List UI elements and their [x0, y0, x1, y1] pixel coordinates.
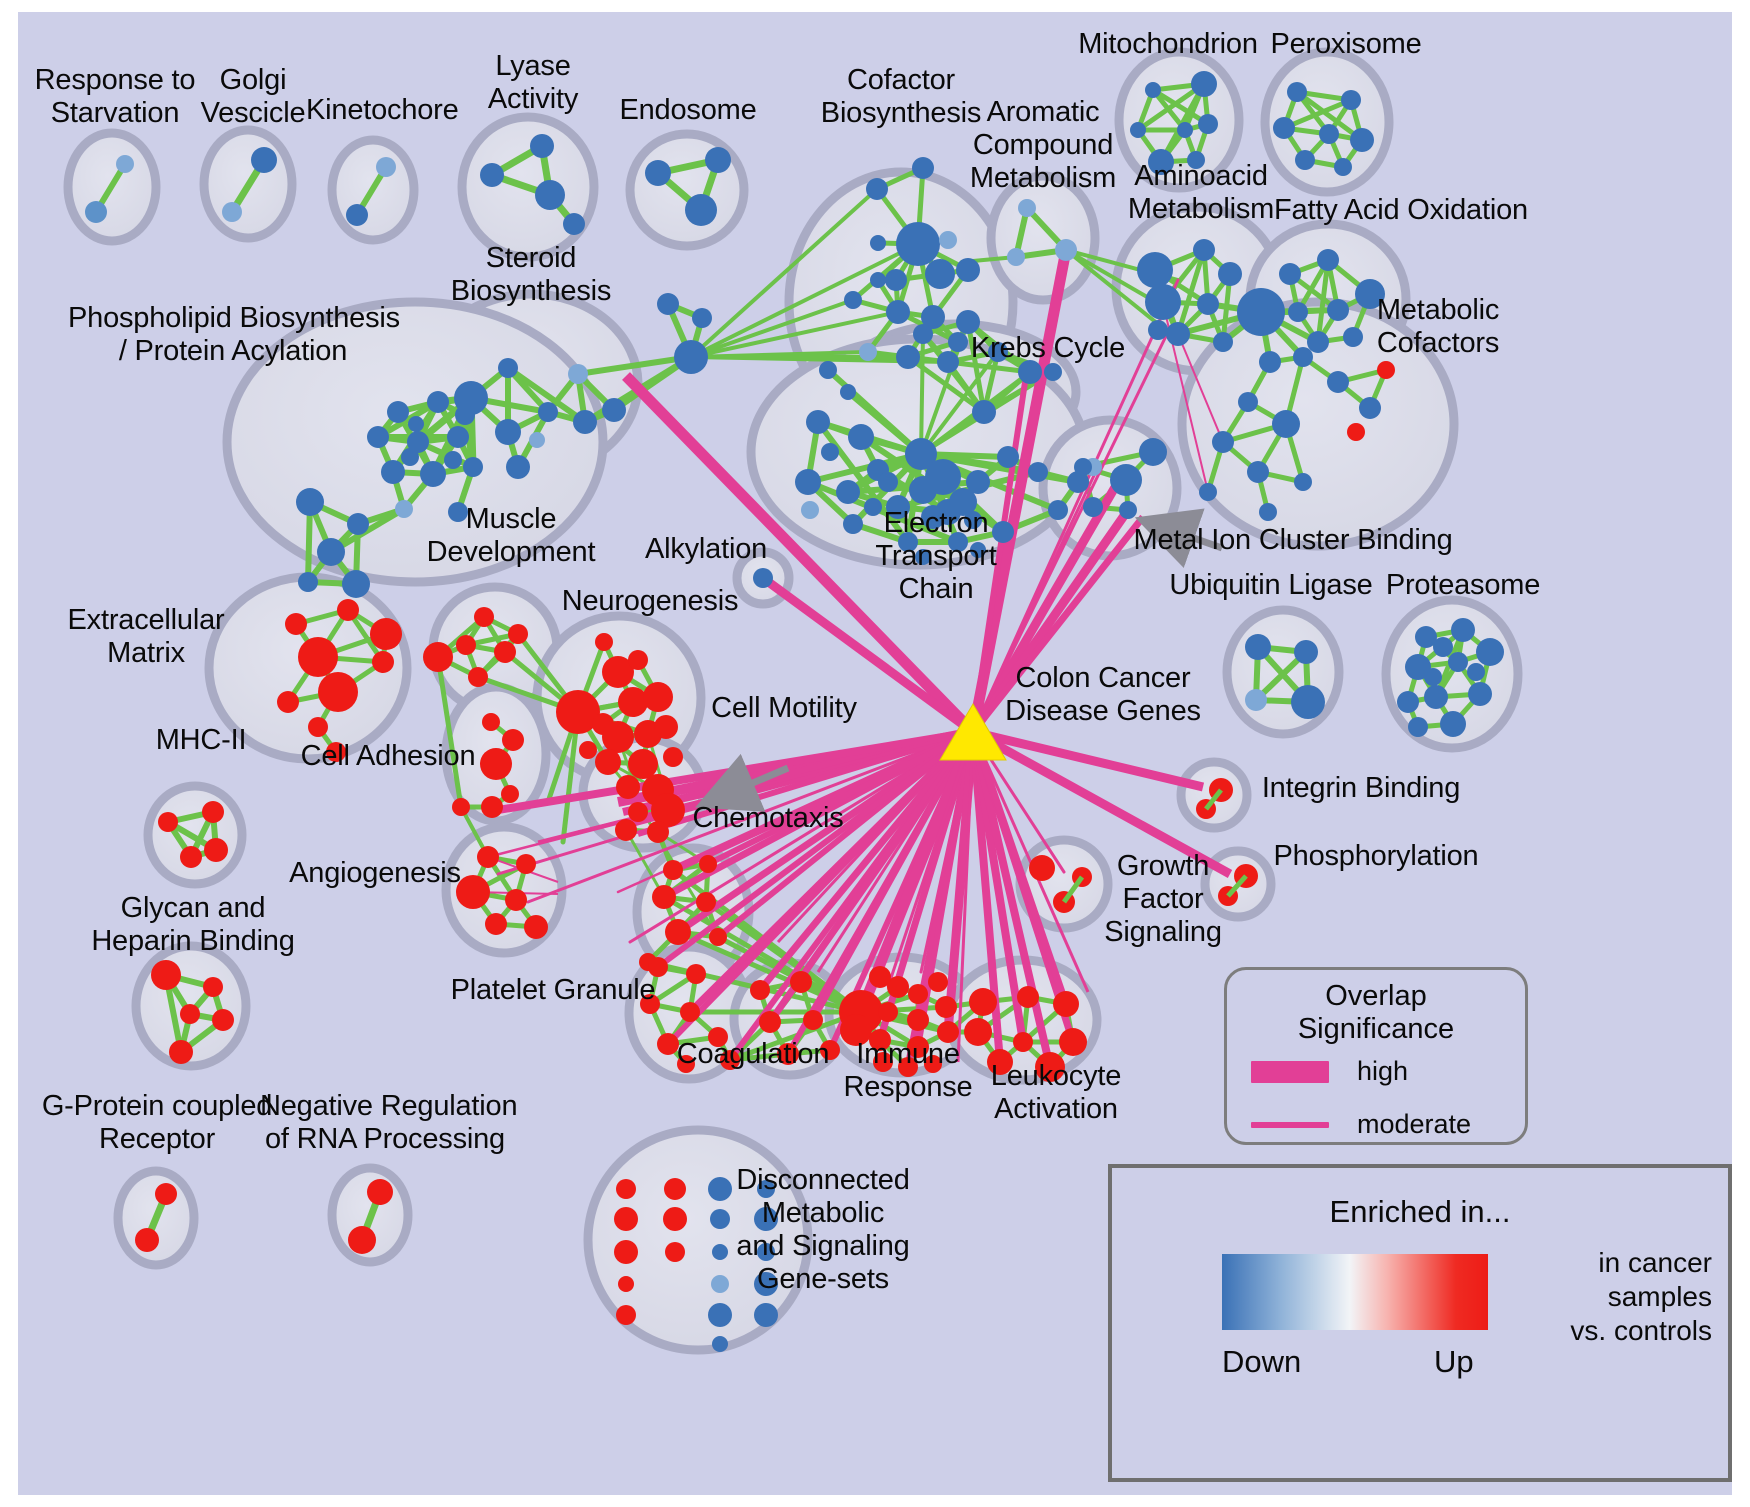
- network-canvas: Response to Starvation Golgi Vescicle Ki…: [18, 12, 1732, 1495]
- legend-enriched-title: Enriched in...: [1329, 1194, 1511, 1229]
- label-growth-factor-signaling: Growth Factor Signaling: [1104, 850, 1222, 948]
- label-mhc-ii: MHC-II: [155, 724, 247, 756]
- legend-down-label: Down: [1222, 1344, 1302, 1379]
- label-metal-ion-cluster-binding: Metal Ion Cluster Binding: [1133, 524, 1453, 556]
- legend-gradient-wrap: [1222, 1254, 1488, 1330]
- annotation-arrows: [695, 508, 1224, 812]
- label-aminoacid-metabolism: Aminoacid Metabolism: [1127, 160, 1275, 225]
- legend-gradient-bar: [1222, 1254, 1488, 1330]
- label-platelet-granule: Platelet Granule: [450, 974, 656, 1006]
- hub-edges-high: [485, 248, 1233, 1068]
- label-peroxisome: Peroxisome: [1270, 28, 1422, 60]
- label-ubiquitin-ligase: Ubiquitin Ligase: [1169, 569, 1373, 601]
- metal-ion-arrow: [1134, 508, 1224, 568]
- label-glycan-heparin: Glycan and Heparin Binding: [91, 892, 295, 957]
- label-phosphorylation: Phosphorylation: [1273, 840, 1479, 872]
- legend-side-text: in cancer samples vs. controls: [1570, 1247, 1712, 1346]
- label-extracellular-matrix: Extracellular Matrix: [67, 604, 225, 669]
- label-neg-reg-rna: Negative Regulation of RNA Processing: [260, 1090, 518, 1155]
- label-response-to-starvation: Response to Starvation: [34, 64, 196, 129]
- label-endosome: Endosome: [619, 94, 757, 126]
- hub-triangle-node[interactable]: [939, 703, 1007, 761]
- cell-motility-arrow: [695, 753, 790, 812]
- network-graph: [63, 47, 1523, 1355]
- label-electron-transport-chain: Electron Transport Chain: [875, 507, 997, 605]
- label-lyase-activity: Lyase Activity: [487, 50, 579, 115]
- legend-up-label: Up: [1434, 1344, 1474, 1379]
- legend-high-label: high: [1357, 1056, 1409, 1086]
- label-muscle-development: Muscle Development: [426, 503, 596, 568]
- label-immune-response: Immune Response: [843, 1038, 973, 1103]
- label-neurogenesis: Neurogenesis: [561, 585, 739, 617]
- label-coagulation: Coagulation: [676, 1038, 830, 1070]
- label-mitochondrion: Mitochondrion: [1078, 28, 1258, 60]
- legend-moderate-label: moderate: [1357, 1109, 1472, 1139]
- hub-label: Colon Cancer Disease Genes: [1005, 662, 1201, 727]
- graph-nodes: [85, 71, 1504, 1352]
- label-phospholipid: Phospholipid Biosynthesis / Protein Acyl…: [68, 302, 400, 367]
- legend-overlap-moderate-row: moderate: [1227, 1109, 1525, 1140]
- legend-overlap-title: Overlap Significance: [1297, 980, 1455, 1045]
- label-integrin-binding: Integrin Binding: [1261, 772, 1461, 804]
- legend-overlap-high-row: high: [1227, 1056, 1525, 1087]
- label-leukocyte-activation: Leukocyte Activation: [990, 1060, 1122, 1125]
- label-chemotaxis: Chemotaxis: [692, 802, 844, 834]
- label-cell-motility: Cell Motility: [711, 692, 857, 724]
- legend-overlap-significance: Overlap Significance high moderate: [1224, 967, 1528, 1145]
- label-cofactor-biosynthesis: Cofactor Biosynthesis: [820, 64, 982, 129]
- label-metabolic-cofactors: Metabolic Cofactors: [1376, 294, 1500, 359]
- legend-moderate-swatch: [1251, 1121, 1329, 1128]
- label-fatty-acid-oxidation: Fatty Acid Oxidation: [1274, 194, 1528, 226]
- label-gpcr: G-Protein coupled Receptor: [41, 1090, 273, 1155]
- label-aromatic-compound: Aromatic Compound Metabolism: [969, 96, 1117, 194]
- label-alkylation: Alkylation: [644, 533, 768, 565]
- legend-high-swatch: [1251, 1060, 1329, 1083]
- label-proteasome: Proteasome: [1385, 569, 1541, 601]
- label-disconnected-gene-sets: Disconnected Metabolic and Signaling Gen…: [736, 1164, 910, 1295]
- legend-enriched-in: Enriched in... Down Up in cancer samples…: [1108, 1164, 1732, 1482]
- label-cell-adhesion: Cell Adhesion: [300, 740, 476, 772]
- label-kinetochore: Kinetochore: [306, 94, 459, 126]
- label-steroid-biosynthesis: Steroid Biosynthesis: [450, 242, 612, 307]
- label-golgi-vescicle: Golgi Vescicle: [200, 64, 306, 129]
- blob-disconnected: [583, 1125, 813, 1355]
- blob-aromatic-compound-metabolism: [986, 171, 1100, 305]
- label-krebs-cycle: Krebs Cycle: [970, 332, 1126, 364]
- label-angiogenesis: Angiogenesis: [289, 857, 461, 889]
